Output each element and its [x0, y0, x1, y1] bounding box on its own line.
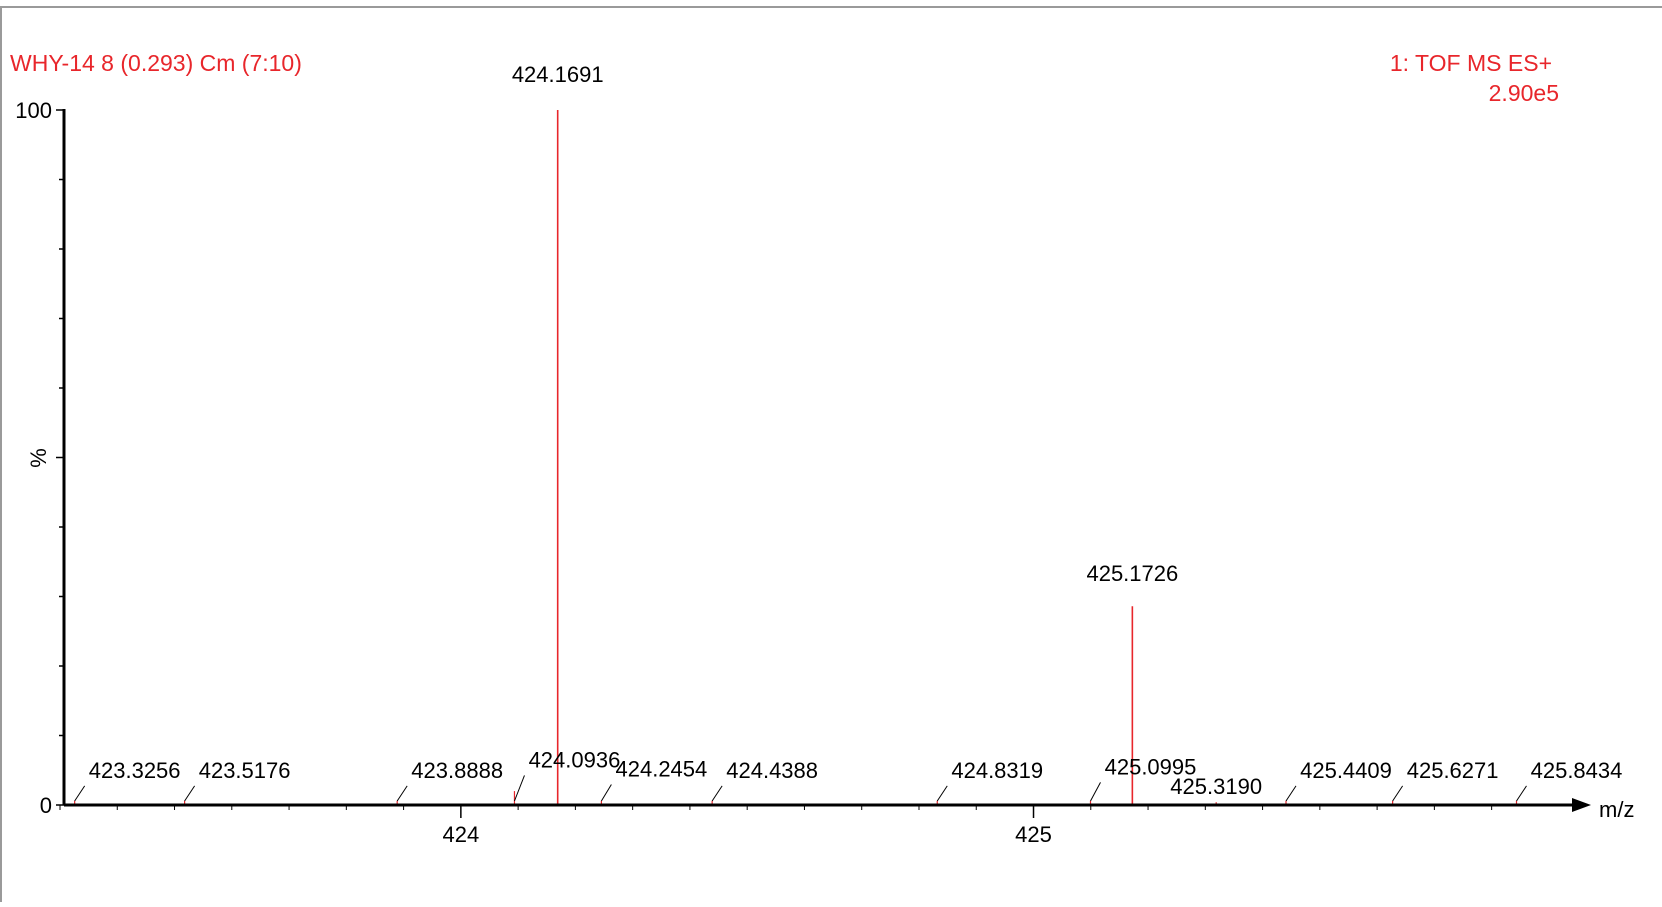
peak-leader-line — [74, 785, 86, 802]
peak-label: 425.1726 — [1086, 561, 1178, 586]
x-tick-label: 425 — [1015, 822, 1052, 847]
x-axis-arrowhead — [1572, 798, 1591, 812]
y-tick-label-100: 100 — [15, 98, 52, 123]
peak-leader-line — [1392, 785, 1404, 802]
peak-label: 424.0936 — [529, 747, 621, 772]
peak-label: 423.5176 — [199, 758, 291, 783]
peaks-group — [74, 110, 1518, 805]
peak-label: 424.2454 — [616, 757, 708, 782]
peak-label: 425.3190 — [1170, 774, 1262, 799]
peak-leader-line — [711, 785, 723, 802]
peak-label: 425.8434 — [1531, 758, 1623, 783]
peak-label: 425.0995 — [1105, 754, 1197, 779]
function-label: 1: TOF MS ES+ — [1389, 50, 1552, 76]
peak-label: 425.6271 — [1407, 758, 1499, 783]
y-tick-label-0: 0 — [40, 793, 52, 818]
axis-ticks — [56, 178, 1493, 818]
peak-label: 425.4409 — [1300, 758, 1392, 783]
y-axis-label: % — [26, 448, 51, 468]
peak-label: 423.8888 — [411, 758, 503, 783]
peak-leader-line — [184, 785, 196, 802]
peak-leader-line — [396, 785, 408, 802]
peak-label: 423.3256 — [89, 758, 181, 783]
axes-group — [56, 109, 1591, 812]
peak-label: 424.8319 — [951, 758, 1043, 783]
x-axis-label: m/z — [1599, 797, 1634, 822]
peak-label: 424.1691 — [512, 62, 604, 87]
peak-label: 424.4388 — [726, 758, 818, 783]
peak-leader-line — [1516, 785, 1527, 802]
peak-leader-line — [513, 775, 525, 802]
x-tick-label: 424 — [443, 822, 480, 847]
x-tick-labels: 424 425 — [443, 822, 1052, 847]
intensity-label: 2.90e5 — [1488, 80, 1559, 106]
peak-leader-line — [600, 784, 612, 802]
peak-leader-line — [1090, 782, 1101, 802]
peak-labels: 424.1691 425.1726 423.3256 423.5176 423.8888… — [74, 62, 1623, 802]
peak-leader-line — [1285, 785, 1297, 802]
sample-label: WHY-14 8 (0.293) Cm (7:10) — [10, 50, 302, 76]
peak-leader-line — [936, 785, 948, 802]
